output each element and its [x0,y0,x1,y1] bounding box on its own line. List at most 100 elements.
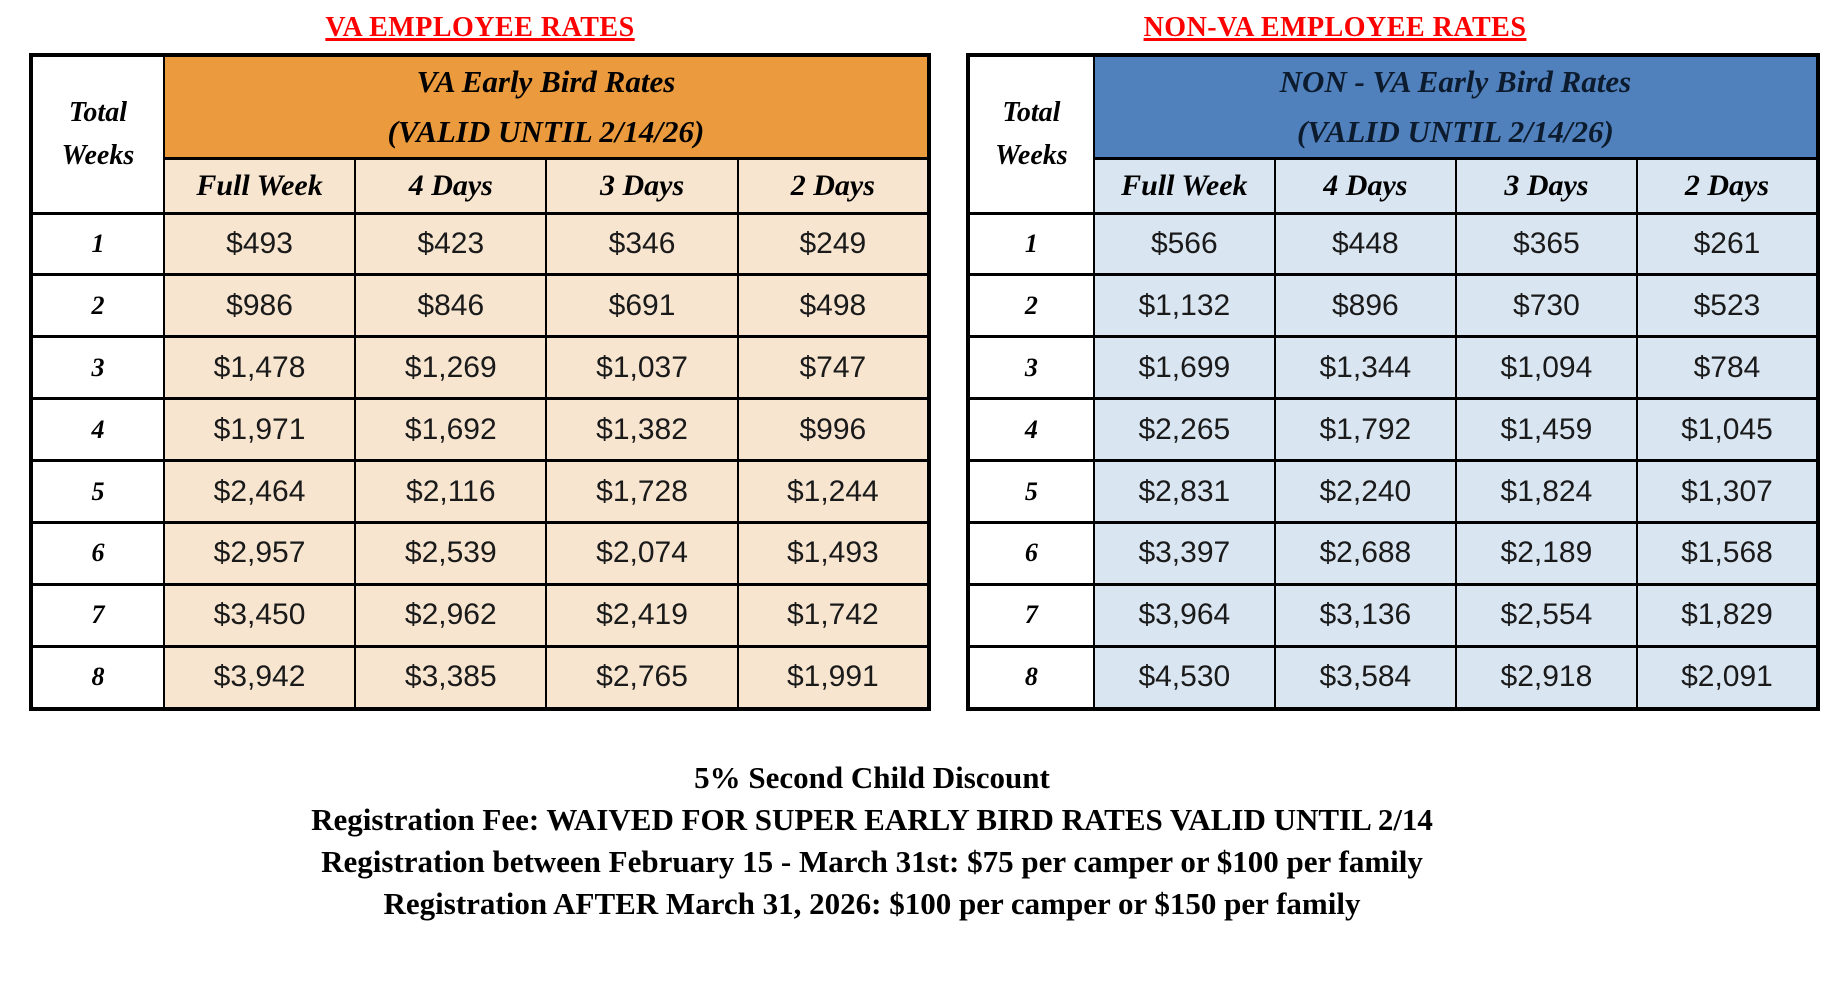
total-weeks-value: 5 [967,459,1095,524]
registration-fee-waived-note: Registration Fee: WAIVED FOR SUPER EARLY… [311,802,1433,837]
rate-cell: $2,957 [162,520,357,586]
footer-notes: 5% Second Child Discount Registration Fe… [0,757,1744,925]
va-rates-title: VA EMPLOYEE RATES [325,12,635,43]
rate-cell: $261 [1635,211,1820,277]
rate-cell: $2,831 [1092,459,1276,524]
rate-cell: $846 [354,273,548,339]
rate-cell: $448 [1273,211,1457,277]
header-row: Total Weeks NON - VA Early Bird Rates (V… [967,53,1820,215]
total-weeks-header-line2: Weeks [61,140,135,172]
column-header-4-days: 4 Days [1273,156,1457,215]
total-weeks-value: 8 [30,644,165,711]
rate-cell: $2,765 [545,644,739,711]
total-weeks-value: 8 [967,644,1095,711]
column-header-row: Full Week 4 Days 3 Days 2 Days [968,156,1820,215]
rate-cell: $1,568 [1635,520,1820,586]
registration-after-march-note: Registration AFTER March 31, 2026: $100 … [383,886,1361,921]
rate-cell: $3,964 [1092,582,1276,648]
rate-row: 4 $2,265 $1,792 $1,459 $1,045 [967,397,1820,463]
rate-cell: $1,478 [162,335,357,401]
rate-row: 8 $3,942 $3,385 $2,765 $1,991 [30,644,931,711]
rate-cell: $2,688 [1273,520,1457,586]
rate-cell: $249 [736,211,931,277]
total-weeks-value: 2 [967,273,1095,339]
banner-line2: (VALID UNTIL 2/14/26) [387,113,705,149]
rate-cell: $1,728 [545,459,739,524]
rate-cell: $1,742 [736,582,931,648]
nonva-rates-table: Total Weeks NON - VA Early Bird Rates (V… [966,53,1820,711]
column-header-2-days: 2 Days [1635,156,1820,215]
column-header-full-week: Full Week [162,156,357,215]
column-header-4-days: 4 Days [354,156,548,215]
second-child-discount-note: 5% Second Child Discount [694,760,1050,795]
nonva-early-bird-banner: NON - VA Early Bird Rates (VALID UNTIL 2… [1092,53,1820,160]
total-weeks-value: 2 [30,273,165,339]
rate-cell: $1,699 [1092,335,1276,401]
total-weeks-header-line1: Total [68,96,127,128]
registration-feb-march-note: Registration between February 15 - March… [321,844,1423,879]
rate-cell: $2,918 [1454,644,1638,711]
rate-row: 8 $4,530 $3,584 $2,918 $2,091 [967,644,1820,711]
header-row: Total Weeks VA Early Bird Rates (VALID U… [30,53,931,215]
rate-cell: $2,189 [1454,520,1638,586]
rate-cell: $3,136 [1273,582,1457,648]
rate-cell: $3,450 [162,582,357,648]
rate-cell: $523 [1635,273,1820,339]
rate-cell: $1,493 [736,520,931,586]
rate-cell: $1,045 [1635,397,1820,463]
va-rates-table: Total Weeks VA Early Bird Rates (VALID U… [29,53,931,711]
rate-cell: $1,971 [162,397,357,463]
va-rates-section: VA EMPLOYEE RATES Total Weeks VA Early B… [29,12,931,711]
rate-cell: $3,942 [162,644,357,711]
rate-cell: $986 [162,273,357,339]
rate-row: 7 $3,450 $2,962 $2,419 $1,742 [30,582,931,648]
rate-cell: $1,382 [545,397,739,463]
column-header-3-days: 3 Days [1454,156,1638,215]
rate-row: 5 $2,464 $2,116 $1,728 $1,244 [30,459,931,524]
column-header-full-week: Full Week [1092,156,1276,215]
total-weeks-value: 4 [30,397,165,463]
rate-cell: $3,584 [1273,644,1457,711]
total-weeks-header: Total Weeks [30,53,165,215]
rate-cell: $1,792 [1273,397,1457,463]
rate-row: 6 $3,397 $2,688 $2,189 $1,568 [967,520,1820,586]
rate-cell: $2,074 [545,520,739,586]
rate-row: 2 $986 $846 $691 $498 [30,273,931,339]
rate-cell: $493 [162,211,357,277]
rate-cell: $2,265 [1092,397,1276,463]
rate-cell: $2,539 [354,520,548,586]
rate-cell: $2,554 [1454,582,1638,648]
column-header-row: Full Week 4 Days 3 Days 2 Days [31,156,931,215]
total-weeks-value: 6 [967,520,1095,586]
rate-cell: $2,116 [354,459,548,524]
rate-cell: $3,385 [354,644,548,711]
rate-cell: $346 [545,211,739,277]
column-header-3-days: 3 Days [545,156,739,215]
rate-cell: $423 [354,211,548,277]
rate-cell: $1,459 [1454,397,1638,463]
total-weeks-value: 3 [30,335,165,401]
total-weeks-header: Total Weeks [967,53,1095,215]
rate-cell: $4,530 [1092,644,1276,711]
rate-cell: $1,244 [736,459,931,524]
total-weeks-header-line1: Total [1002,96,1061,128]
va-early-bird-banner: VA Early Bird Rates (VALID UNTIL 2/14/26… [162,53,931,160]
rate-cell: $1,269 [354,335,548,401]
banner-line2: (VALID UNTIL 2/14/26) [1296,113,1614,149]
rate-cell: $2,240 [1273,459,1457,524]
rate-cell: $498 [736,273,931,339]
rate-cell: $2,464 [162,459,357,524]
rate-cell: $2,962 [354,582,548,648]
rate-row: 7 $3,964 $3,136 $2,554 $1,829 [967,582,1820,648]
column-header-2-days: 2 Days [736,156,931,215]
rate-cell: $566 [1092,211,1276,277]
rate-cell: $747 [736,335,931,401]
rate-cell: $1,692 [354,397,548,463]
rate-cell: $365 [1454,211,1638,277]
rate-cell: $996 [736,397,931,463]
total-weeks-value: 4 [967,397,1095,463]
rate-cell: $784 [1635,335,1820,401]
rate-row: 6 $2,957 $2,539 $2,074 $1,493 [30,520,931,586]
rate-cell: $1,991 [736,644,931,711]
total-weeks-value: 7 [967,582,1095,648]
